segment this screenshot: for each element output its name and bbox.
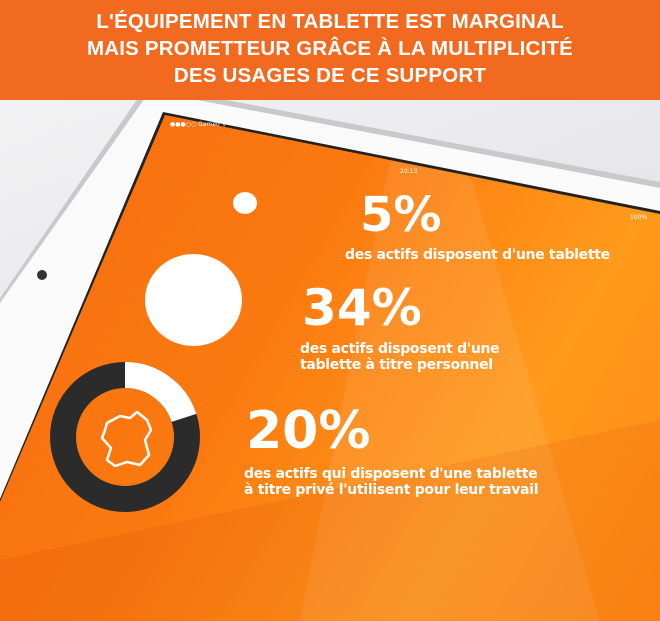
stat-text-20: des actifs qui disposent d'une tablette … xyxy=(244,466,539,498)
large-circle-34pct xyxy=(145,254,242,346)
donut-segment xyxy=(124,362,197,423)
title-banner: L'ÉQUIPEMENT EN TABLETTE EST MARGINAL MA… xyxy=(0,0,660,100)
page-title: L'ÉQUIPEMENT EN TABLETTE EST MARGINAL MA… xyxy=(86,10,574,87)
status-time: 20:13 xyxy=(400,168,418,175)
status-battery: 100% xyxy=(630,214,648,221)
small-circle-5pct xyxy=(233,192,257,214)
stat-text-34: des actifs disposent d'une tablette à ti… xyxy=(300,341,500,373)
camera-icon xyxy=(37,270,47,280)
stat-value-5: 5% xyxy=(360,187,442,243)
france-map-icon xyxy=(100,410,153,468)
stat-text-5: des actifs disposent d'une tablette xyxy=(345,247,610,263)
status-carrier: ●●●○○ Gameo ᯤ xyxy=(170,121,228,128)
stat-value-20: 20% xyxy=(246,401,371,461)
donut-chart-20pct xyxy=(50,362,200,512)
stat-value-34: 34% xyxy=(302,279,422,337)
